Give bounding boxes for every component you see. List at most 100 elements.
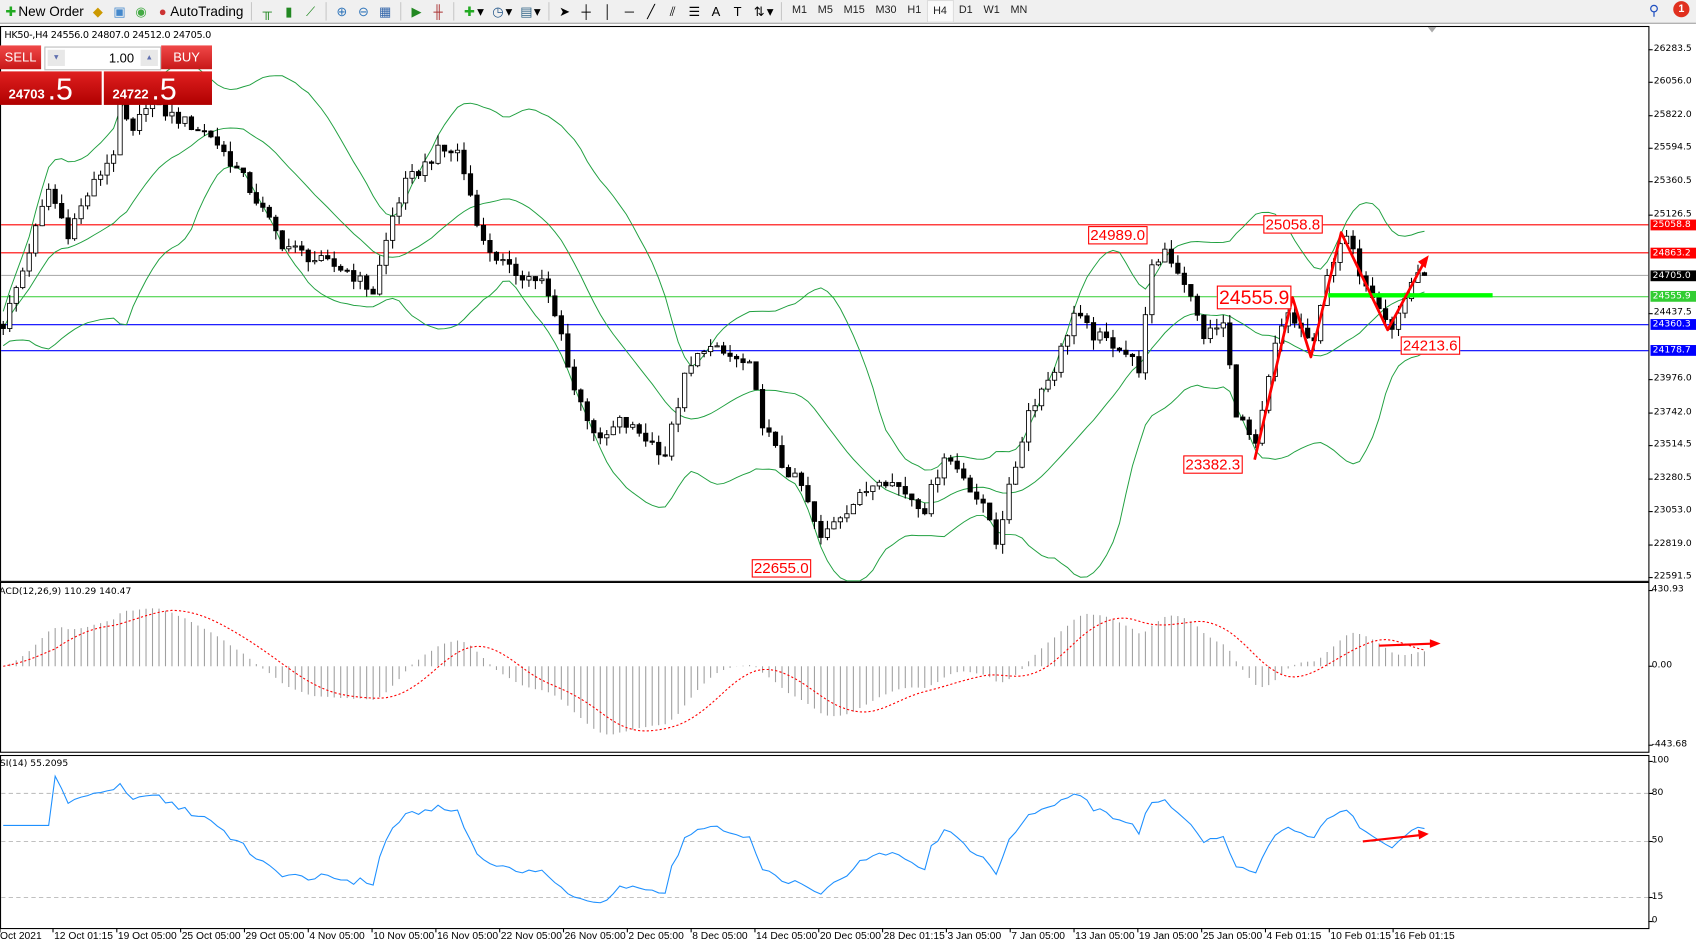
bar-chart-button[interactable]: ╥	[256, 1, 278, 22]
new-order-button[interactable]: ✚ New Order	[0, 1, 87, 22]
bear-candle	[493, 251, 500, 261]
indicators-button[interactable]: ✚ ▾	[459, 1, 487, 22]
auto-scroll-icon: ▶	[411, 3, 422, 19]
autotrading-button[interactable]: ● AutoTrading	[152, 1, 247, 22]
bear-candle	[720, 345, 727, 354]
autotrading-icon: ●	[158, 3, 167, 19]
bear-candle	[785, 467, 792, 478]
bull-candle	[396, 202, 402, 217]
timeframe-h1[interactable]: H1	[907, 4, 922, 17]
notification-badge[interactable]: 1	[1673, 1, 1690, 18]
bear-candle	[798, 472, 805, 486]
volume-down-icon[interactable]: ▼	[47, 49, 65, 66]
bear-candle	[253, 192, 259, 204]
bear-candle	[214, 136, 220, 146]
search-icon[interactable]: ⚲	[1648, 2, 1660, 19]
time-axis-label: 19 Oct 05:00	[117, 930, 177, 943]
volume-field[interactable]: ▼ 1.00 ▲	[44, 46, 162, 71]
buy-price-button[interactable]: 24722.5	[103, 71, 212, 106]
fibonacci-button[interactable]: ☰	[683, 1, 705, 22]
bear-candle	[299, 245, 305, 251]
bear-candle	[344, 269, 350, 272]
bull-candle	[1220, 322, 1226, 329]
bear-candle	[1246, 419, 1252, 436]
bear-candle	[883, 481, 889, 487]
clock-icon: ◷	[492, 3, 504, 19]
text-label-button[interactable]: T	[727, 1, 749, 22]
bear-candle	[980, 498, 986, 504]
timeframe-m5[interactable]: M5	[817, 4, 833, 17]
bear-candle	[227, 151, 233, 167]
sell-button[interactable]: SELL	[0, 45, 42, 70]
horizontal-line-button[interactable]: ─	[619, 1, 641, 22]
trendline-button[interactable]: ╱	[640, 1, 662, 22]
volume-value[interactable]: 1.00	[108, 50, 135, 66]
book-icon: ◆	[92, 3, 103, 19]
rsi-axis-label: 0	[1651, 915, 1658, 926]
timeframe-h4[interactable]: H4	[926, 0, 954, 23]
timeframe-m15[interactable]: M15	[843, 4, 865, 17]
bull-candle	[110, 154, 117, 164]
time-axis-label: 8 Dec 05:00	[692, 930, 748, 943]
volume-up-icon[interactable]: ▲	[140, 49, 158, 66]
bull-candle	[136, 113, 143, 131]
time-axis-label: 25 Oct 05:00	[181, 930, 241, 943]
zoom-out-button[interactable]: ⊖	[353, 1, 375, 22]
bull-candle	[935, 477, 941, 485]
bear-candle	[1421, 272, 1428, 276]
bear-candle	[1194, 295, 1200, 316]
divider	[325, 2, 327, 21]
text-button[interactable]: A	[705, 1, 727, 22]
bear-candle	[766, 427, 772, 433]
chart-shift-button[interactable]: ╫	[427, 1, 449, 22]
bear-candle	[1175, 262, 1181, 274]
price-axis-label: 22591.5	[1653, 571, 1692, 582]
templates-button[interactable]: ▤ ▾	[520, 3, 541, 20]
bull-candle	[669, 423, 675, 457]
bull-candle	[46, 188, 52, 207]
timeframe-d1[interactable]: D1	[958, 4, 973, 17]
price-annotation-label: 25058.8	[1263, 215, 1323, 234]
bear-candle	[565, 333, 571, 368]
price-axis-label: 25822.0	[1653, 109, 1692, 121]
arrows-button[interactable]: ⇅ ▾	[748, 1, 776, 22]
bear-candle	[59, 203, 65, 219]
buy-button[interactable]: BUY	[161, 45, 212, 70]
bear-candle	[1227, 322, 1233, 366]
bear-candle	[130, 118, 136, 131]
bull-candle	[928, 484, 934, 515]
terminal-button[interactable]: ▣	[109, 1, 131, 22]
sell-price-button[interactable]: 24703.5	[0, 71, 102, 106]
bear-candle	[52, 188, 58, 204]
timeframe-m30[interactable]: M30	[875, 4, 897, 17]
bear-candle	[558, 315, 564, 335]
bear-candle	[461, 149, 467, 175]
timeframe-mn[interactable]: MN	[1010, 4, 1028, 17]
time-axis-label: 4 Feb 01:15	[1266, 930, 1322, 943]
equidistant-channel-button[interactable]: ⫽	[662, 1, 684, 22]
vertical-line-button[interactable]: │	[597, 1, 619, 22]
signals-button[interactable]: ◉	[130, 1, 152, 22]
candlestick-button[interactable]: ▮	[278, 1, 300, 22]
price-axis-label: 26283.5	[1653, 43, 1692, 55]
price-axis-label: 22819.0	[1653, 538, 1692, 550]
timeframe-m1[interactable]: M1	[791, 4, 807, 17]
price-axis-label: 25360.5	[1653, 175, 1692, 187]
tile-windows-button[interactable]: ▦	[374, 1, 396, 22]
bear-candle	[772, 431, 779, 446]
line-chart-button[interactable]: ⟋	[300, 1, 322, 22]
auto-scroll-button[interactable]: ▶	[406, 1, 428, 22]
timeframe-w1[interactable]: W1	[983, 4, 1000, 17]
bull-candle	[824, 528, 831, 538]
zoom-in-button[interactable]: ⊕	[331, 1, 353, 22]
periods-button[interactable]: ◷ ▾	[492, 3, 513, 20]
crosshair-button[interactable]: ┼	[575, 1, 597, 22]
bear-candle	[1103, 331, 1110, 339]
cursor-button[interactable]: ➤	[554, 1, 576, 22]
bull-candle	[630, 424, 636, 428]
bull-candle	[1019, 441, 1025, 468]
bear-candle	[325, 255, 331, 260]
metaeditor-button[interactable]: ◆	[87, 1, 109, 22]
bear-candle	[208, 130, 214, 138]
